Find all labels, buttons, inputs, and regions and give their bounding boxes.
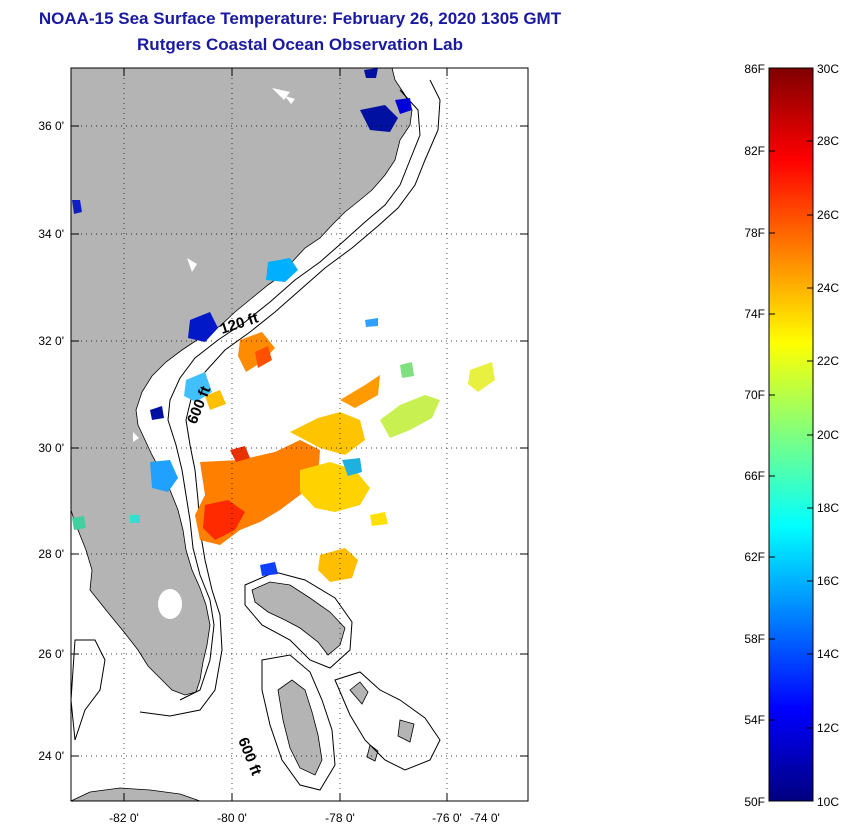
- bahamas-bank-north: [251, 581, 346, 656]
- f-label-58: 58F: [744, 632, 765, 646]
- lon-label-82: -82 0': [109, 811, 139, 825]
- lat-label-24: 24 0': [38, 749, 64, 763]
- c-label-30: 30C: [817, 62, 839, 76]
- c-label-10: 10C: [817, 795, 839, 809]
- f-label-70: 70F: [744, 388, 765, 402]
- lon-label-74: -74 0': [470, 811, 500, 825]
- c-label-28: 28C: [817, 134, 839, 148]
- land-cuba: [71, 787, 201, 801]
- f-label-74: 74F: [744, 307, 765, 321]
- lon-label-76: -76 0': [432, 811, 462, 825]
- f-label-78: 78F: [744, 226, 765, 240]
- c-label-14: 14C: [817, 647, 839, 661]
- lake-okeechobee: [158, 589, 182, 619]
- map-title: NOAA-15 Sea Surface Temperature: Februar…: [38, 9, 562, 28]
- land-us-southeast: [71, 68, 413, 696]
- lat-label-34: 34 0': [38, 227, 64, 241]
- longitude-labels: -82 0' -80 0' -78 0' -76 0' -74 0': [109, 811, 500, 825]
- map-grid: [71, 68, 528, 801]
- contour-120ft: [167, 89, 421, 701]
- lat-label-26: 26 0': [38, 647, 64, 661]
- c-label-16: 16C: [817, 574, 839, 588]
- map-subtitle: Rutgers Coastal Ocean Observation Lab: [137, 35, 463, 54]
- latitude-labels: 36 0' 34 0' 32 0' 30 0' 28 0' 26 0' 24 0…: [38, 119, 64, 763]
- lat-label-28: 28 0': [38, 547, 64, 561]
- c-label-26: 26C: [817, 208, 839, 222]
- f-label-54: 54F: [744, 713, 765, 727]
- colorbar: [768, 67, 814, 802]
- lon-label-80: -80 0': [217, 811, 247, 825]
- frame-ticks: [71, 68, 528, 801]
- c-label-22: 22C: [817, 354, 839, 368]
- f-label-62: 62F: [744, 550, 765, 564]
- f-label-66: 66F: [744, 469, 765, 483]
- c-label-20: 20C: [817, 428, 839, 442]
- colorbar-ticks: [769, 140, 813, 729]
- c-label-24: 24C: [817, 281, 839, 295]
- f-label-86: 86F: [744, 62, 765, 76]
- bahamas-bank-andros: [277, 679, 323, 776]
- lat-label-36: 36 0': [38, 119, 64, 133]
- colorbar-celsius-labels: 30C 28C 26C 24C 22C 20C 18C 16C 14C 12C …: [817, 62, 839, 809]
- f-label-50: 50F: [744, 795, 765, 809]
- map-frame: [70, 67, 529, 802]
- c-label-12: 12C: [817, 721, 839, 735]
- f-label-82: 82F: [744, 144, 765, 158]
- lon-label-78: -78 0': [325, 811, 355, 825]
- c-label-18: 18C: [817, 501, 839, 515]
- sst-observations: [72, 68, 495, 582]
- bahamas-islands-east: [349, 681, 415, 762]
- lat-label-30: 30 0': [38, 441, 64, 455]
- colorbar-fahrenheit-labels: 86F 82F 78F 74F 70F 66F 62F 58F 54F 50F: [744, 62, 765, 809]
- lat-label-32: 32 0': [38, 334, 64, 348]
